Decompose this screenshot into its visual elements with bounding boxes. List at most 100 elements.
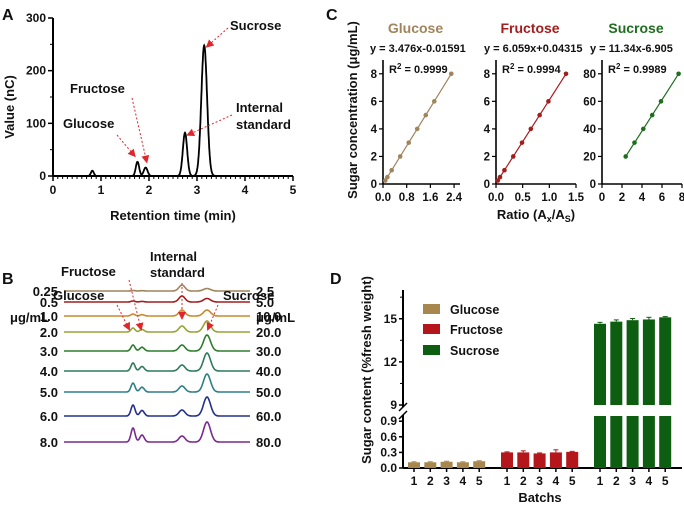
arrow-glucose	[116, 134, 136, 158]
data-point	[649, 112, 655, 118]
label-fructose: Fructose	[61, 264, 116, 279]
data-point	[676, 71, 681, 77]
bar	[424, 462, 437, 468]
x-tick-label: 4	[242, 183, 249, 197]
y-tick-label: 200	[26, 64, 46, 78]
right-conc-label: 20.0	[256, 325, 281, 340]
x-tick-label: 4	[639, 192, 646, 204]
bar-upper-segment	[594, 323, 606, 405]
y-tick-label: 6	[484, 96, 490, 108]
data-point	[502, 167, 507, 173]
y-tick-label: 8	[371, 69, 378, 81]
y-tick-label: 0	[39, 169, 46, 183]
right-conc-label: 50.0	[256, 385, 281, 400]
axis-break-mark	[398, 410, 408, 420]
arrow-glucose	[116, 304, 130, 331]
x-tick-label: 3	[194, 183, 201, 197]
y-axis-title: Value (nC)	[2, 75, 17, 139]
data-point	[423, 112, 429, 118]
data-point	[623, 154, 628, 159]
data-point	[448, 71, 454, 77]
label-internal: Internal	[150, 249, 197, 264]
x-tick-label: 2	[613, 474, 620, 488]
x-tick-label: 0	[50, 183, 57, 197]
y-tick-label: 40	[583, 124, 596, 136]
trace-row	[64, 320, 250, 333]
fit-equation: y = 6.059x+0.04315	[484, 43, 582, 55]
right-conc-label: 10.0	[256, 309, 281, 324]
bar	[566, 451, 579, 468]
right-conc-label: 40.0	[256, 364, 281, 379]
bar	[533, 453, 546, 468]
left-conc-label: 5.0	[40, 385, 58, 400]
x-axis-title: Ratio (Ax/AS)	[497, 207, 575, 224]
data-point	[563, 71, 569, 77]
right-conc-label: 80.0	[256, 435, 281, 450]
x-tick-label: 4	[460, 474, 467, 488]
panel-a-chromatogram: 0 1 2 3 4 5 0 100 200 300 Retention time (min) Valu…	[2, 11, 297, 223]
data-point	[510, 154, 516, 159]
right-conc-label: 60.0	[256, 409, 281, 424]
bar	[473, 461, 486, 468]
y-tick-label: 6	[371, 96, 377, 108]
arrow-fructose	[131, 97, 150, 164]
bar	[440, 461, 453, 468]
x-tick-label: 2.4	[446, 192, 463, 204]
y-tick-label: 9	[390, 398, 397, 412]
data-point	[528, 126, 534, 132]
left-conc-label: 3.0	[40, 344, 58, 359]
x-tick-label: 1.6	[422, 192, 438, 204]
panel-b-stacked-chromatograms: 0.25 2.5 0.5 5.0 1.0 10.0 2.0 20.0 3.0 30.0 4.0 40.…	[10, 249, 295, 450]
panel-label-b: B	[2, 271, 14, 288]
bar-lower-segment	[642, 416, 655, 468]
x-tick-label: 0.0	[375, 192, 391, 204]
data-point	[641, 126, 646, 132]
x-tick-label: 1.0	[541, 192, 557, 204]
y-tick-label: 4	[484, 124, 491, 136]
legend-swatch	[423, 345, 440, 355]
data-point	[385, 174, 390, 180]
data-point	[397, 154, 403, 159]
y-tick-label: 0	[590, 179, 596, 191]
trace-row	[64, 373, 250, 393]
subplot-title: Fructose	[500, 20, 559, 36]
trace-row	[64, 334, 250, 352]
y-tick-label: 4	[371, 124, 378, 136]
data-point	[389, 167, 394, 173]
bar	[408, 462, 420, 468]
bar	[456, 462, 469, 468]
y-tick-label: 300	[26, 11, 46, 25]
x-axis-title: Batchs	[518, 490, 561, 505]
trace-row	[64, 352, 250, 372]
trace-row	[64, 396, 250, 417]
annotation-glucose: Glucose	[63, 116, 114, 131]
x-tick-label: 6	[659, 192, 665, 204]
panel-label-d: D	[330, 271, 342, 288]
data-point	[406, 140, 412, 145]
legend-swatch	[423, 324, 440, 334]
x-tick-label: 3	[629, 474, 636, 488]
left-conc-label: 4.0	[40, 364, 58, 379]
x-tick-label: 1	[411, 474, 418, 488]
x-axis-title: Retention time (min)	[110, 208, 236, 223]
chromatogram-trace	[53, 43, 293, 177]
data-point	[431, 99, 437, 104]
right-conc-label: 2.5	[256, 284, 274, 299]
y-tick-label: 15	[384, 312, 398, 326]
legend-swatch	[423, 304, 440, 314]
left-conc-label: 0.25	[33, 284, 58, 299]
bar-lower-segment	[659, 416, 672, 468]
right-conc-label: 5.0	[256, 295, 274, 310]
data-point	[546, 99, 551, 104]
fit-equation: y = 3.476x-0.01591	[370, 43, 466, 55]
x-tick-label: 2	[520, 474, 527, 488]
panel-label-c: C	[326, 7, 338, 24]
x-tick-label: 8	[679, 192, 684, 204]
x-tick-label: 1	[98, 183, 105, 197]
arrow-sucrose	[206, 304, 219, 331]
r-squared: R2 = 0.9989	[608, 62, 667, 76]
y-tick-label: 0.9	[380, 414, 397, 428]
arrow-fructose	[128, 279, 144, 331]
x-tick-label: 5	[662, 474, 669, 488]
